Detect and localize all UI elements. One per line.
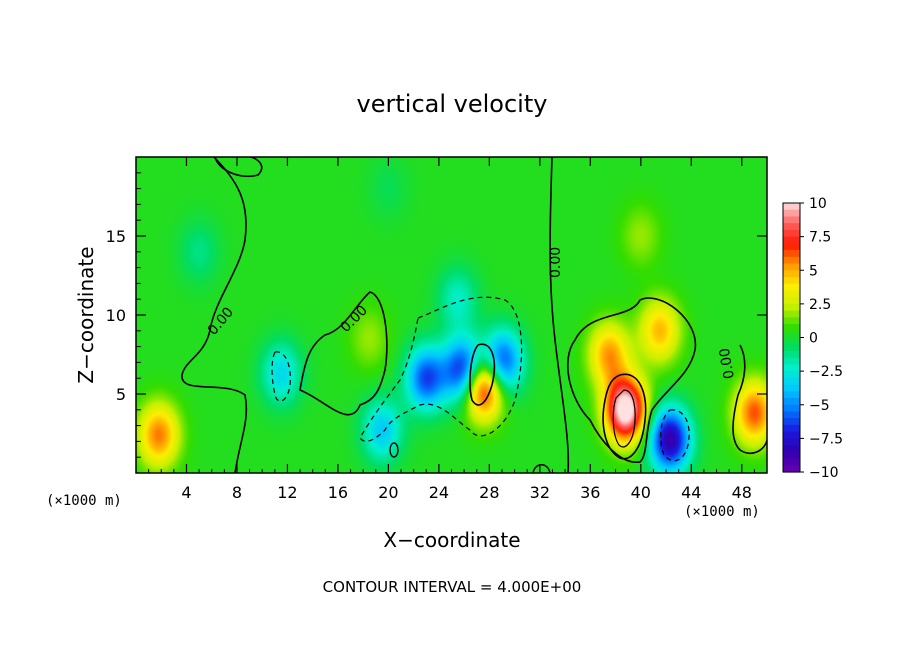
colorbar-band <box>783 411 800 419</box>
x-tick-label: 4 <box>181 483 191 502</box>
colorbar-tick-label: 2.5 <box>809 297 831 313</box>
x-unit-left: (×1000 m) <box>46 493 122 509</box>
colorbar-band <box>783 317 800 325</box>
colorbar-band <box>783 357 800 365</box>
zero-contour-east <box>549 157 570 473</box>
colorbar-band <box>783 398 800 406</box>
colorbar-band <box>783 371 800 379</box>
y-axis: 5 10 15 <box>106 172 767 458</box>
colorbar-band <box>783 290 800 298</box>
colorbar-tick-label: 0 <box>809 331 818 347</box>
y-tick-label: 15 <box>106 227 126 246</box>
bottom-contour <box>532 464 551 473</box>
x-tick-label: 16 <box>328 483 348 502</box>
contour-label: 0.00 <box>548 247 564 278</box>
colorbar-band <box>783 458 800 466</box>
colorbar-band <box>783 465 800 473</box>
negative-contour-east <box>660 409 690 462</box>
colorbar-band <box>783 229 800 238</box>
colorbar-band <box>783 310 800 318</box>
contour-lines <box>181 157 767 473</box>
contour-interval-note: CONTOUR INTERVAL = 4.000E+00 <box>323 578 582 596</box>
colorbar-ticks: 10 7.5 5 2.5 0 −2.5 −5 −7.5 −10 <box>800 196 843 481</box>
colorbar-tick-label: −2.5 <box>809 364 843 380</box>
x-tick-label: 8 <box>232 483 242 502</box>
colorbar-band <box>783 377 800 386</box>
x-unit-right: (×1000 m) <box>684 504 760 520</box>
colorbar-band <box>783 216 800 224</box>
colorbar-tick-label: −5 <box>809 398 830 414</box>
x-tick-label: 32 <box>530 483 550 502</box>
y-tick-label: 10 <box>106 306 126 325</box>
x-tick-label: 36 <box>580 483 600 502</box>
colorbar-band <box>783 418 800 426</box>
colorbar-tick-label: −7.5 <box>809 431 843 447</box>
colorbar-band <box>783 297 800 305</box>
x-tick-label: 48 <box>732 483 752 502</box>
colorbar-band <box>783 431 800 439</box>
zero-contour-west <box>181 157 248 473</box>
x-tick-label: 20 <box>378 483 398 502</box>
positive-contour-core <box>567 297 697 463</box>
colorbar: 10 7.5 5 2.5 0 −2.5 −5 −7.5 −10 <box>782 196 843 481</box>
positive-contour-mid <box>469 343 496 406</box>
colorbar-band <box>783 350 800 359</box>
colorbar-tick-label: 10 <box>809 196 827 212</box>
colorbar-band <box>783 203 800 211</box>
colorbar-band <box>783 263 800 271</box>
x-tick-label: 12 <box>277 483 297 502</box>
colorbar-band <box>783 256 800 265</box>
x-tick-label: 44 <box>681 483 701 502</box>
colorbar-band <box>783 276 800 285</box>
velocity-field <box>136 157 767 473</box>
colorbar-band <box>783 236 800 244</box>
x-tick-label: 24 <box>429 483 449 502</box>
colorbar-band <box>783 270 800 278</box>
zero-contour-top <box>214 157 263 177</box>
colorbar-band <box>783 364 800 372</box>
x-axis: 4 8 12 16 20 24 28 32 36 40 44 48 <box>148 157 755 502</box>
colorbar-band <box>783 445 800 453</box>
contour-label: 0.00 <box>717 347 738 380</box>
colorbar-band <box>783 424 800 433</box>
colorbar-bands <box>783 203 800 473</box>
colorbar-band <box>783 344 800 352</box>
colorbar-band <box>783 324 800 332</box>
colorbar-band <box>783 303 800 312</box>
zero-contour-mid <box>299 291 388 416</box>
colorbar-band <box>783 223 800 231</box>
colorbar-band <box>783 384 800 392</box>
y-tick-label: 5 <box>116 385 126 404</box>
colorbar-band <box>783 243 800 251</box>
zero-contour-right <box>732 344 767 455</box>
colorbar-band <box>783 391 800 399</box>
strong-updraft-contour <box>602 373 647 460</box>
negative-contour-downdraft <box>359 296 523 442</box>
chart-title: vertical velocity <box>357 90 548 118</box>
colorbar-band <box>783 404 800 413</box>
colorbar-band <box>783 209 800 218</box>
colorbar-band <box>783 438 800 446</box>
colorbar-band <box>783 250 800 258</box>
colorbar-band <box>783 283 800 292</box>
colorbar-band <box>783 451 800 460</box>
x-tick-label: 28 <box>479 483 499 502</box>
updraft-peak-contour <box>612 389 636 448</box>
y-axis-label: Z−coordinate <box>74 246 98 383</box>
x-tick-label: 40 <box>631 483 651 502</box>
colorbar-band <box>783 337 800 345</box>
negative-contour-west <box>271 351 291 402</box>
colorbar-band <box>783 330 800 339</box>
small-contour <box>389 442 399 458</box>
colorbar-tick-label: 7.5 <box>809 230 831 246</box>
colorbar-tick-label: 5 <box>809 263 818 279</box>
x-axis-label: X−coordinate <box>383 528 520 552</box>
colorbar-tick-label: −10 <box>809 465 839 481</box>
